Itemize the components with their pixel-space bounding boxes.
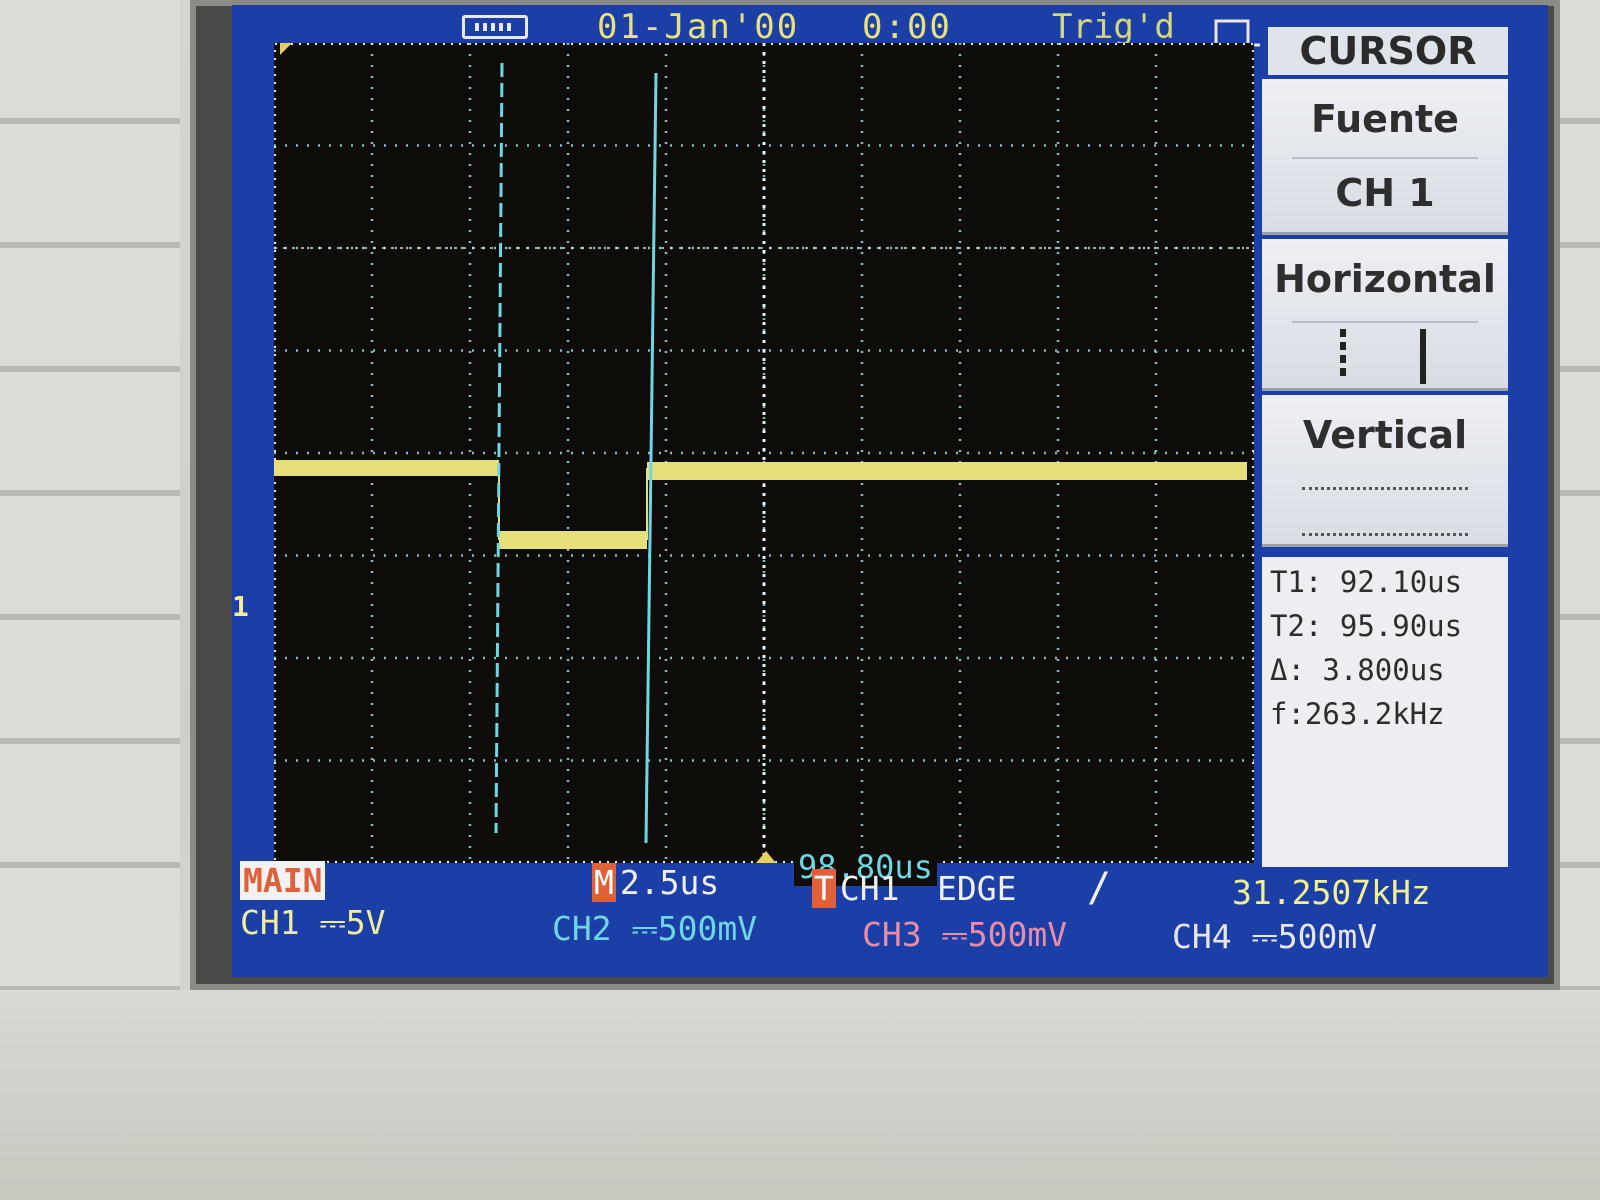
solid-cursor-icon: [1420, 329, 1426, 384]
cursor-readouts: T1: 92.10us T2: 95.90us Δ: 3.800us f:263…: [1262, 557, 1508, 867]
bottom-housing: [0, 990, 1600, 1200]
trigger-point-marker: [756, 851, 776, 863]
trigger-frequency: 31.2507kHz: [1232, 873, 1431, 912]
vertical-label: Vertical: [1302, 413, 1468, 457]
ch1-scale: CH1 ⎓5V: [240, 903, 386, 942]
empty-value-line: [1302, 533, 1468, 536]
trigger-status: Trig'd: [1052, 7, 1175, 47]
ch1-ground-marker: 1: [232, 590, 249, 623]
horizontal-label: Horizontal: [1274, 257, 1496, 301]
usb-connection-icon: [462, 15, 528, 39]
mode-badge: MAIN: [240, 861, 326, 900]
ch1-trace-low-segment: [499, 531, 647, 549]
menu-title: CURSOR: [1268, 27, 1508, 75]
divider: [1292, 157, 1478, 159]
frequency-readout: f:263.2kHz: [1270, 697, 1445, 731]
ch1-trace-high-segment: [274, 460, 499, 476]
source-value: CH 1: [1335, 171, 1435, 215]
waveform-graticule: [274, 43, 1254, 863]
trigger-source: T CH1: [812, 869, 900, 908]
ch2-scale: CH2 ⎓500mV: [552, 909, 758, 948]
t1-readout: T1: 92.10us: [1270, 565, 1463, 599]
ch3-scale: CH3 ⎓500mV: [862, 915, 1068, 954]
graticule-border: [274, 43, 1254, 863]
timebase-readout: M 2.5us: [592, 863, 720, 902]
source-label: Fuente: [1311, 97, 1459, 141]
rising-edge-icon: /: [1087, 865, 1112, 911]
waveform-display: 98.80us: [274, 43, 1254, 886]
source-button[interactable]: Fuente CH 1: [1262, 79, 1508, 235]
date-display: 01-Jan'00: [597, 7, 800, 47]
cursor-t1-dashed: [494, 62, 504, 834]
empty-value-line: [1302, 487, 1468, 490]
oscilloscope-screen: 01-Jan'00 0:00 Trig'd 98.80us 1 CURSOR F…: [232, 5, 1548, 977]
delta-readout: Δ: 3.800us: [1270, 653, 1445, 687]
time-display: 0:00: [862, 7, 952, 47]
vertical-cursor-button[interactable]: Vertical: [1262, 395, 1508, 547]
bottom-status-bar: MAIN M 2.5us T CH1 EDGE / 31.2507kHz CH1 ⎓…: [232, 855, 1548, 975]
trigger-position-marker: [280, 43, 292, 55]
top-status-bar: 01-Jan'00 0:00 Trig'd: [232, 5, 1548, 53]
cursor-menu-panel: CURSOR Fuente CH 1 Horizontal Vertical T…: [1262, 27, 1512, 867]
cursor-t2-solid: [644, 72, 658, 844]
dashed-cursor-icon: [1340, 329, 1346, 379]
divider: [1292, 321, 1478, 323]
trigger-time-readout: 98.80us: [794, 848, 937, 886]
ch4-scale: CH4 ⎓500mV: [1172, 917, 1378, 956]
trigger-type: EDGE: [937, 869, 1017, 908]
horizontal-cursor-button[interactable]: Horizontal: [1262, 239, 1508, 391]
t2-readout: T2: 95.90us: [1270, 609, 1463, 643]
ch1-trace-high-segment: [647, 462, 1247, 480]
